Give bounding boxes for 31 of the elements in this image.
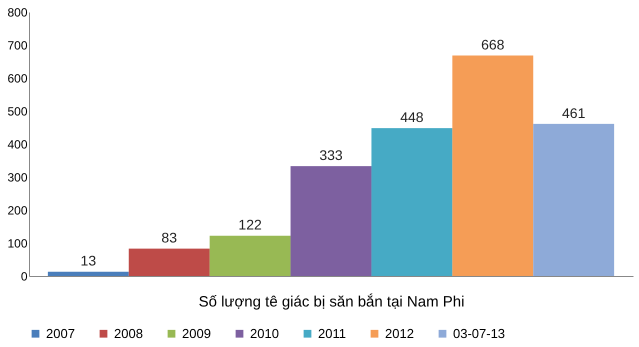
legend-label: 2010 (250, 326, 279, 341)
bar (452, 56, 534, 276)
y-tick-label: 200 (7, 204, 28, 218)
y-tick-label: 400 (7, 138, 28, 152)
y-tick-label: 300 (7, 170, 28, 184)
y-tick-label: 100 (7, 236, 28, 250)
data-label: 13 (80, 252, 96, 269)
data-label: 461 (562, 104, 586, 121)
data-label: 83 (161, 230, 178, 246)
bar (533, 124, 614, 276)
y-tick-label: 600 (7, 72, 28, 86)
legend-label: 2011 (318, 326, 346, 341)
bar (128, 248, 210, 276)
data-label: 333 (319, 147, 343, 164)
legend-label: 03-07-13 (453, 326, 506, 341)
data-label: 668 (481, 36, 505, 53)
y-tick-label: 700 (7, 38, 28, 52)
bar (210, 236, 291, 276)
y-tick-label: 0 (20, 270, 28, 284)
data-label: 122 (238, 216, 262, 233)
legend-label: 2012 (385, 326, 414, 341)
bar (371, 128, 452, 276)
y-tick-label: 800 (7, 6, 28, 20)
bar (290, 166, 372, 276)
bar (48, 272, 129, 276)
data-label: 448 (400, 109, 424, 126)
x-axis-title: Số lượng tê giác bị săn bắn tại Nam Phi (198, 292, 464, 310)
legend-label: 2008 (114, 326, 143, 341)
legend-label: 2009 (182, 326, 211, 341)
legend-label: 2007 (46, 326, 75, 341)
y-tick-label: 500 (7, 104, 28, 118)
